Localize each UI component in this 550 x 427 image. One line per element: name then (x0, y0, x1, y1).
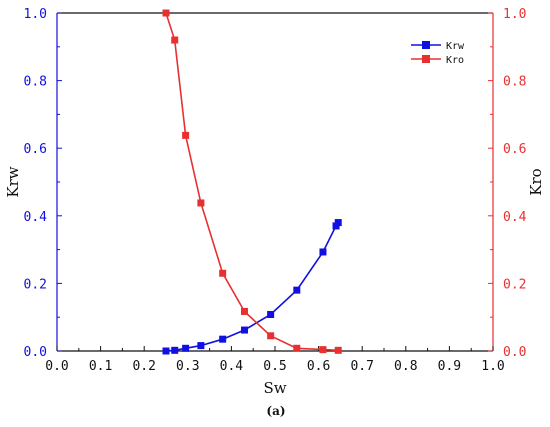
right-y-tick-label: 0.8 (503, 75, 526, 90)
data-point-kro (319, 346, 327, 354)
legend-kro-label: Kro (446, 55, 464, 66)
x-tick-label: 0.4 (220, 359, 244, 374)
legend: Krw Kro (411, 41, 465, 66)
x-tick-label: 0.6 (307, 359, 330, 374)
data-point-kro (240, 307, 248, 315)
right-y-tick-label: 0.2 (503, 277, 526, 292)
right-y-tick-label: 0.6 (503, 142, 526, 157)
figure-caption: (a) (266, 404, 285, 418)
x-axis-title: Sw (263, 379, 286, 397)
left-y-tick-label: 0.8 (24, 75, 47, 90)
left-y-axis-title: Krw (4, 166, 22, 197)
data-point-krw (219, 335, 227, 343)
left-y-tick-label: 0.6 (24, 142, 47, 157)
right-y-axis-title: Kro (527, 168, 545, 195)
data-point-krw (162, 347, 170, 355)
data-point-krw (240, 326, 248, 334)
data-point-krw (319, 248, 327, 256)
x-tick-label: 1.0 (481, 359, 504, 374)
data-point-kro (182, 131, 190, 139)
left-y-axis-ticks: 0.0 0.2 0.4 0.6 0.8 1.0 (24, 7, 62, 360)
left-y-tick-label: 0.0 (24, 345, 47, 360)
x-tick-label: 0.1 (89, 359, 112, 374)
x-tick-label: 0.8 (394, 359, 417, 374)
data-point-krw (197, 342, 205, 350)
data-point-krw (267, 310, 275, 318)
left-y-tick-label: 1.0 (24, 7, 47, 22)
data-point-kro (162, 9, 170, 17)
data-point-kro (171, 36, 179, 44)
legend-krw-label: Krw (446, 41, 465, 52)
x-tick-label: 0.2 (132, 359, 155, 374)
right-y-tick-label: 0.0 (503, 345, 526, 360)
x-tick-label: 0.9 (438, 359, 461, 374)
data-point-kro (267, 332, 275, 340)
data-point-krw (293, 286, 301, 294)
right-y-tick-label: 1.0 (503, 7, 526, 22)
data-point-krw (171, 346, 179, 354)
left-y-tick-label: 0.4 (24, 210, 48, 225)
x-tick-label: 0.3 (176, 359, 199, 374)
data-point-krw (182, 344, 190, 352)
data-point-kro (293, 344, 301, 352)
data-point-kro (334, 346, 342, 354)
x-tick-label: 0.7 (350, 359, 373, 374)
data-point-krw (334, 219, 342, 227)
data-point-kro (197, 199, 205, 207)
legend-krw-marker (422, 41, 430, 49)
left-y-tick-label: 0.2 (24, 277, 47, 292)
data-point-kro (219, 269, 227, 277)
axes (56, 12, 494, 352)
x-axis-ticks: 0.0 0.1 0.2 0.3 0.4 0.5 0.6 0.7 0.8 0.9 1.0 (45, 346, 505, 374)
x-tick-label: 0.0 (45, 359, 68, 374)
legend-kro-marker (422, 55, 430, 63)
right-y-axis-ticks: 0.0 0.2 0.4 0.6 0.8 1.0 (488, 7, 527, 360)
x-tick-label: 0.5 (263, 359, 286, 374)
series-line-krw (165, 222, 339, 352)
series-line-kro (165, 12, 339, 352)
series-layer (162, 9, 342, 355)
right-y-tick-label: 0.4 (503, 210, 527, 225)
